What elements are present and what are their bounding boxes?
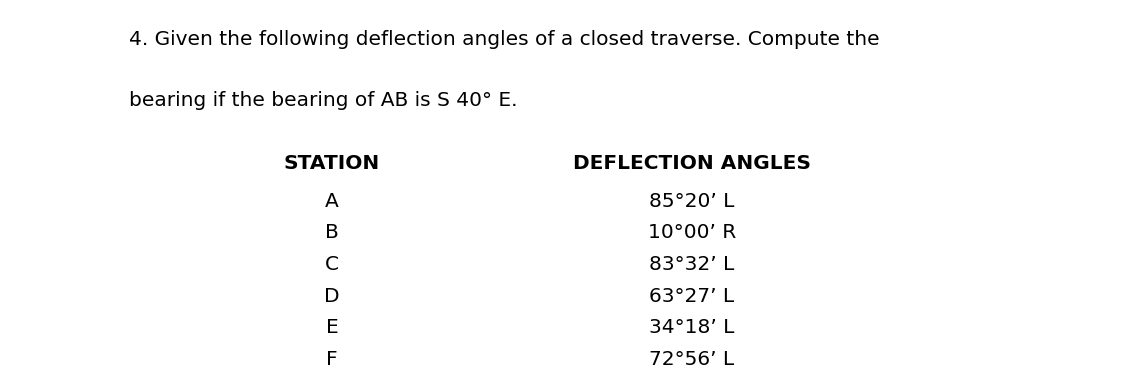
Text: bearing if the bearing of AB is S 40° E.: bearing if the bearing of AB is S 40° E. bbox=[129, 91, 518, 110]
Text: 83°32’ L: 83°32’ L bbox=[649, 255, 735, 274]
Text: 10°00’ R: 10°00’ R bbox=[648, 223, 736, 242]
Text: 72°56’ L: 72°56’ L bbox=[649, 350, 735, 369]
Text: STATION: STATION bbox=[284, 154, 380, 173]
Text: F: F bbox=[326, 350, 338, 369]
Text: 4. Given the following deflection angles of a closed traverse. Compute the: 4. Given the following deflection angles… bbox=[129, 30, 880, 49]
Text: C: C bbox=[325, 255, 339, 274]
Text: 34°18’ L: 34°18’ L bbox=[649, 318, 735, 337]
Text: 63°27’ L: 63°27’ L bbox=[649, 287, 735, 306]
Text: D: D bbox=[324, 287, 340, 306]
Text: DEFLECTION ANGLES: DEFLECTION ANGLES bbox=[573, 154, 811, 173]
Text: E: E bbox=[325, 318, 339, 337]
Text: A: A bbox=[325, 192, 339, 211]
Text: B: B bbox=[325, 223, 339, 242]
Text: 85°20’ L: 85°20’ L bbox=[649, 192, 735, 211]
